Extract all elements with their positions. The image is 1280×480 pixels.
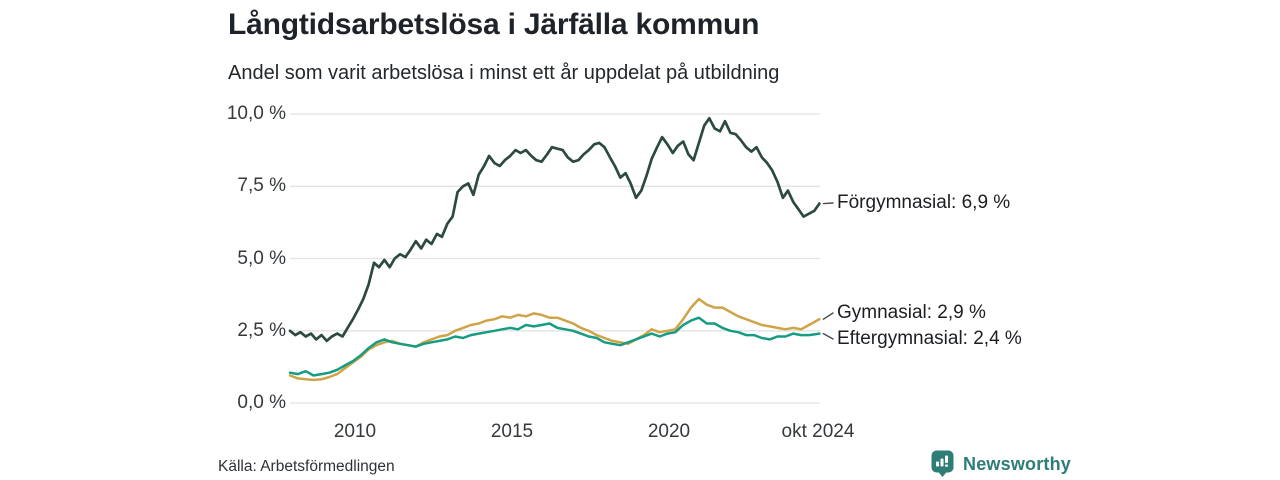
y-tick-50: 5,0 %	[237, 248, 286, 269]
x-tick-2010: 2010	[333, 421, 377, 442]
y-tick-100: 10,0 %	[226, 103, 286, 124]
y-tick-25: 2,5 %	[237, 320, 286, 341]
series-label-eftergymnasial: Eftergymnasial: 2,4 %	[837, 328, 1022, 349]
newsworthy-wordmark: Newsworthy	[963, 453, 1072, 474]
chart-subtitle: Andel som varit arbetslösa i minst ett å…	[228, 62, 780, 84]
source-note: Källa: Arbetsförmedlingen	[218, 458, 395, 475]
series-label-forgymnasial: Förgymnasial: 6,9 %	[837, 192, 1011, 213]
newsworthy-brand: Newsworthy	[931, 449, 1071, 479]
y-tick-0: 0,0 %	[237, 392, 286, 413]
newsworthy-logo-icon	[931, 450, 955, 478]
y-tick-75: 7,5 %	[237, 175, 286, 196]
page-title: Långtidsarbetslösa i Järfälla kommun	[228, 8, 760, 41]
x-tick-2020: 2020	[647, 421, 691, 442]
series-label-gymnasial: Gymnasial: 2,9 %	[837, 302, 986, 323]
x-tick-2015: 2015	[490, 421, 534, 442]
x-tick-okt-2024: okt 2024	[781, 421, 855, 442]
